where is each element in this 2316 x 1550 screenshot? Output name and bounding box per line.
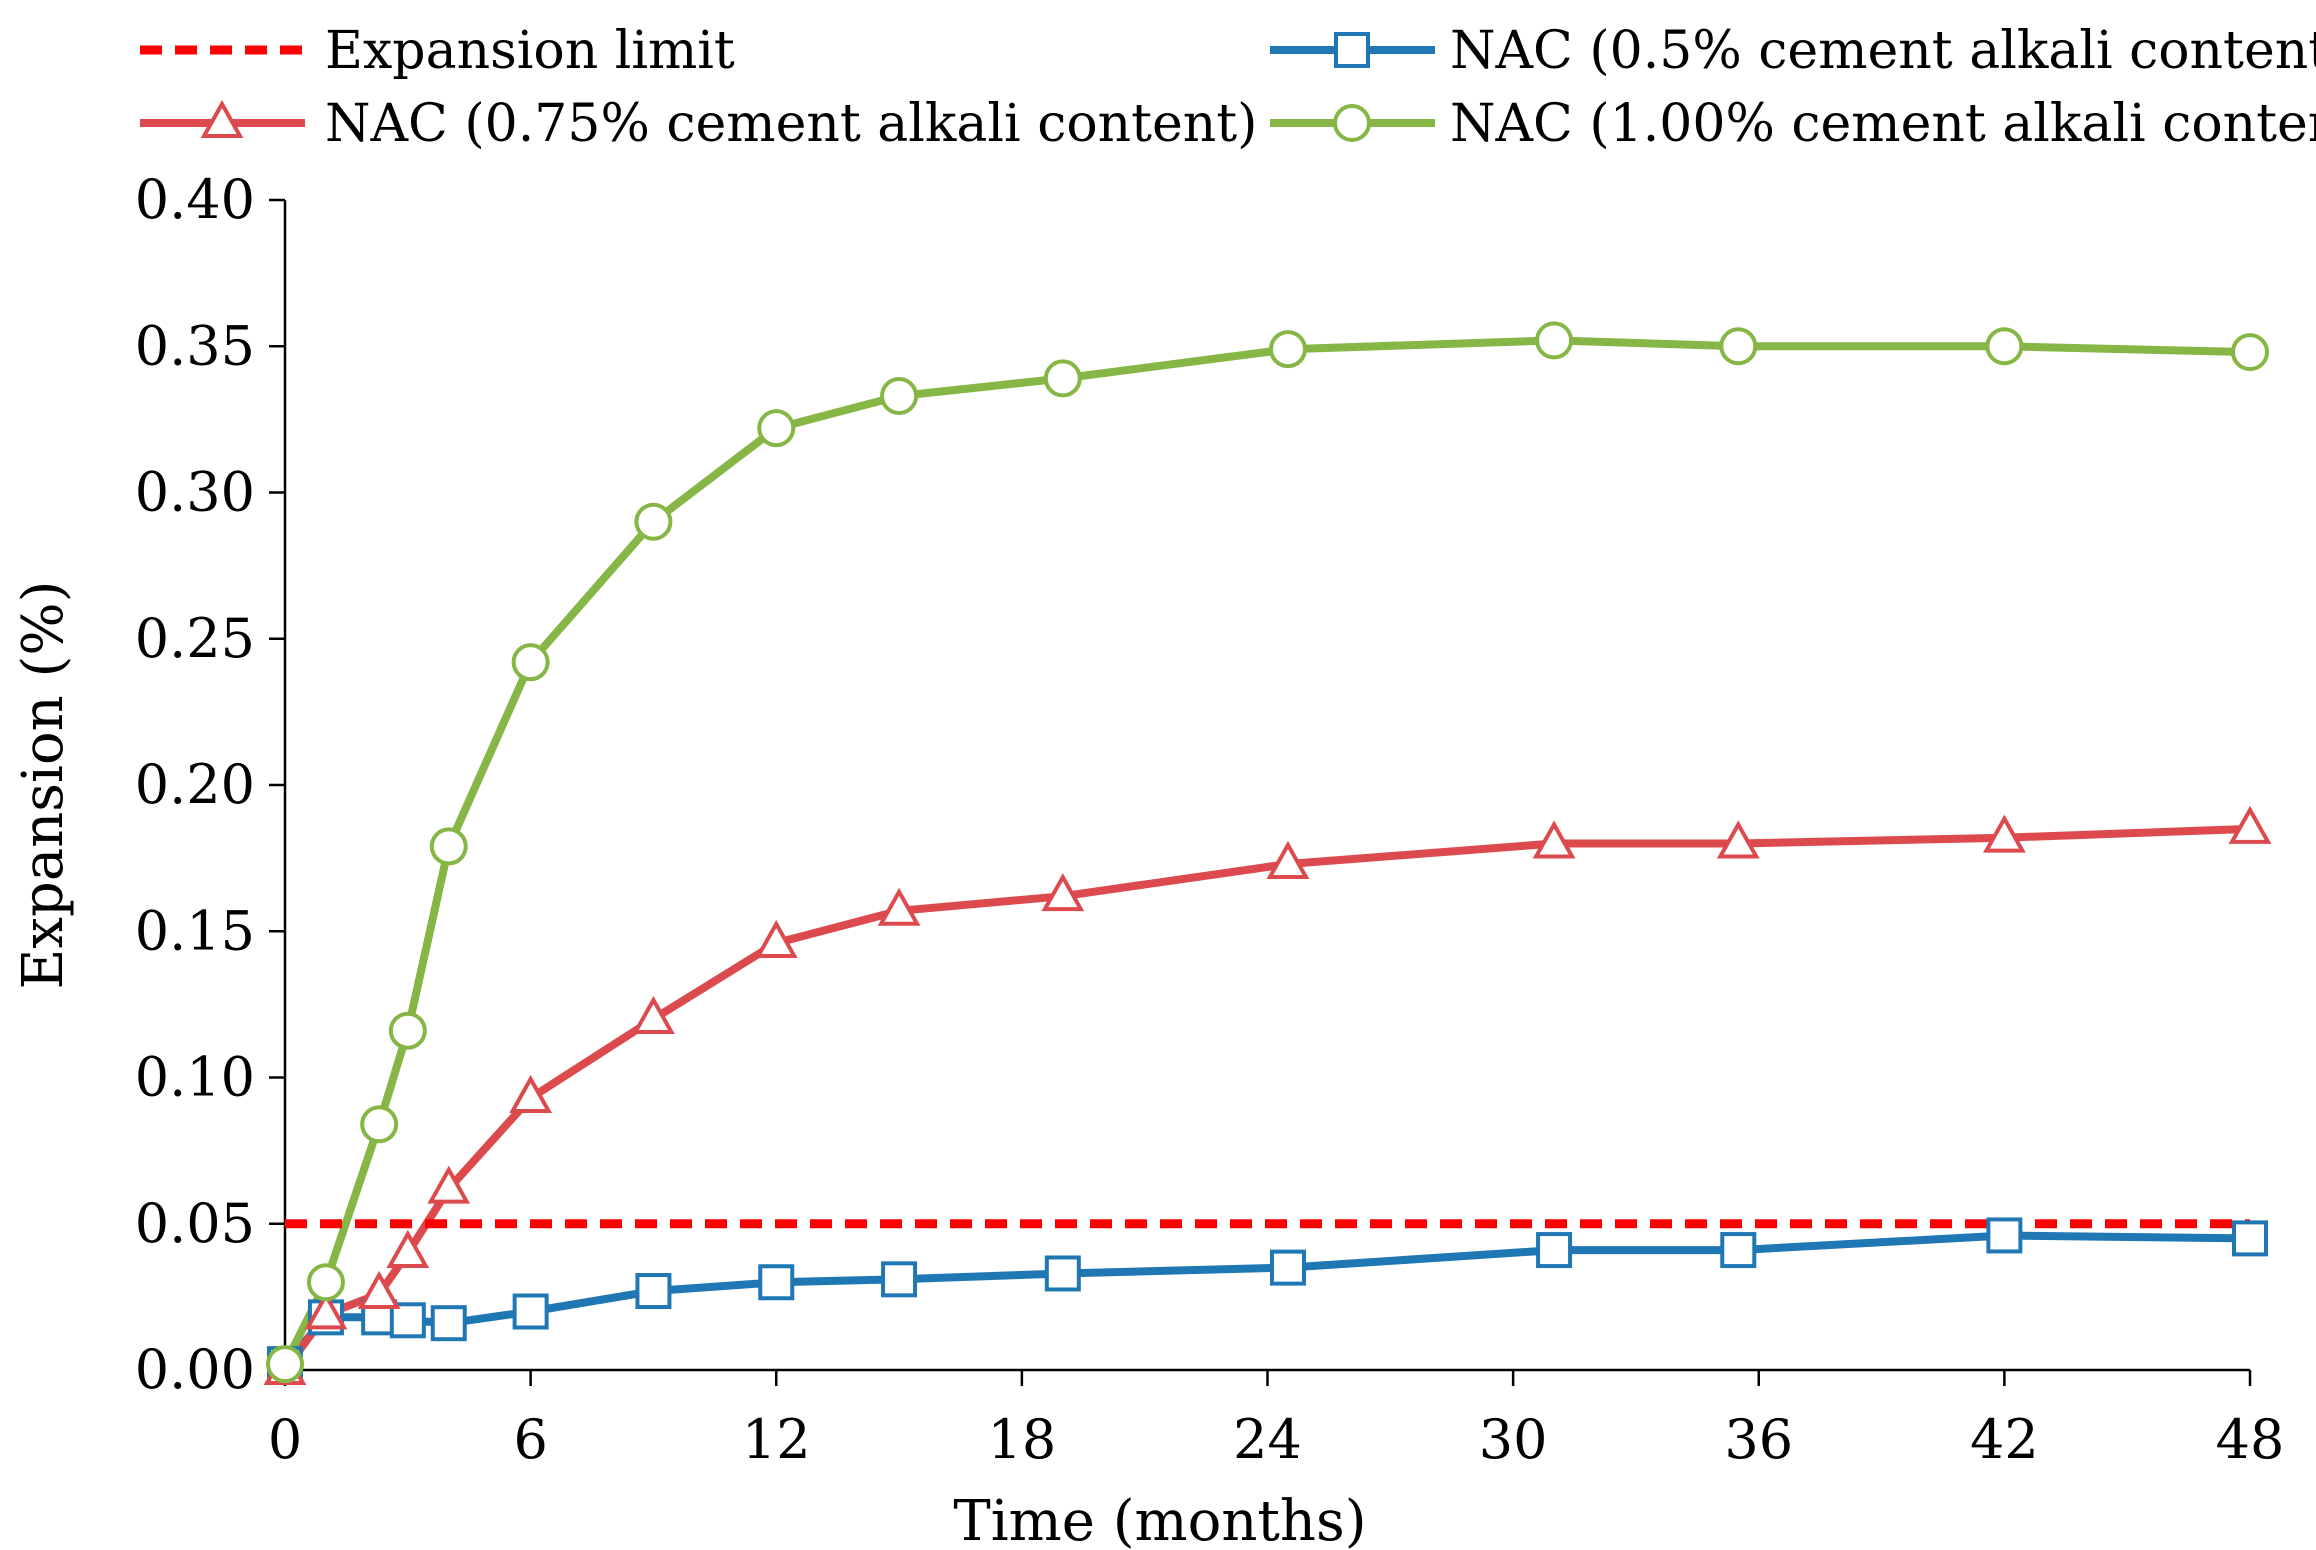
data-point-triangle [1532,820,1576,859]
data-point-triangle [1041,873,1085,912]
legend-entry-series-2: NAC (1.00% cement alkali content) [1270,94,2316,154]
legend-label-series-2: NAC (1.00% cement alkali content) [1450,94,2316,154]
x-axis-label: Time (months) [953,1489,1366,1550]
data-point-circle [880,376,919,415]
data-point-triangle [509,1074,553,1113]
data-point-square [635,1273,672,1310]
x-tick-label: 12 [742,1408,811,1471]
data-point-square [512,1293,549,1330]
x-tick-label: 0 [268,1408,302,1471]
data-point-square [1269,1249,1306,1286]
axes: 0.00 0.05 0.10 0.15 0.20 0.25 0.30 0.35 0.40 0 6 1… [11,168,2284,1550]
data-point-circle [2231,333,2269,372]
data-point-circle [360,1105,399,1144]
data-point-square [881,1261,918,1298]
data-point-square [1536,1232,1573,1269]
y-tick-label: 0.15 [135,899,255,962]
data-point-triangle [304,1291,348,1330]
data-point-triangle [2228,805,2272,844]
legend-entry-series-0: NAC (0.5% cement alkali content) [1270,21,2316,81]
series-line-1 [281,824,2254,1374]
data-point-square [430,1305,467,1342]
legend-label-series-1: NAC (0.75% cement alkali content) [325,94,1257,154]
y-tick-label: 0.40 [135,168,255,231]
legend-marker-square [1334,32,1370,68]
y-tick-label: 0.30 [135,461,255,524]
data-point-triangle [1982,814,2026,853]
data-point-circle [429,827,468,866]
legend: Expansion limit NAC (0.5% cement alkali … [140,21,2316,154]
y-ticks: 0.00 0.05 0.10 0.15 0.20 0.25 0.30 0.35 0.40 [135,168,285,1401]
data-point-circle [757,409,796,448]
data-point-triangle [386,1229,430,1268]
data-point-circle [634,502,673,541]
legend-marker-triangle [200,99,244,138]
data-point-circle [1043,359,1082,398]
data-point-circle [1268,330,1307,369]
data-point-triangle [1716,820,1760,859]
x-tick-label: 42 [1970,1408,2039,1471]
x-tick-label: 24 [1233,1408,1302,1471]
data-point-square [1986,1217,2023,1254]
x-tick-label: 6 [513,1408,547,1471]
data-point-square [389,1302,426,1339]
x-ticks: 0 6 12 18 24 30 36 42 48 [268,1370,2285,1471]
y-tick-label: 0.10 [135,1046,255,1109]
data-point-circle [1535,321,1574,360]
legend-label-series-0: NAC (0.5% cement alkali content) [1450,21,2316,81]
series-line-0 [281,1231,2254,1369]
x-tick-label: 30 [1479,1408,1548,1471]
data-point-circle [511,643,550,682]
legend-label-expansion-limit: Expansion limit [325,21,735,81]
data-point-square [1044,1255,1081,1292]
data-point-triangle [632,995,675,1034]
data-point-square [1720,1232,1757,1269]
data-point-triangle [754,919,798,958]
data-point-circle [1719,327,1758,366]
data-point-triangle [357,1270,401,1309]
y-tick-label: 0.00 [135,1338,255,1401]
y-tick-label: 0.05 [135,1192,255,1255]
data-point-triangle [1266,840,1310,879]
data-point-circle [388,1011,427,1050]
data-point-circle [266,1345,304,1384]
data-point-square [2232,1220,2268,1257]
y-axis-label: Expansion (%) [11,581,76,990]
x-tick-label: 18 [988,1408,1057,1471]
data-point-triangle [877,887,921,926]
plot-area [263,321,2272,1385]
legend-entry-series-1: NAC (0.75% cement alkali content) [140,94,1257,154]
data-point-circle [1985,327,2024,366]
legend-marker-circle [1333,104,1371,142]
data-point-circle [306,1263,345,1302]
x-tick-label: 48 [2216,1408,2285,1471]
series-line-2 [281,336,2254,1369]
y-tick-label: 0.25 [135,607,255,670]
y-tick-label: 0.35 [135,314,255,377]
data-point-triangle [427,1165,471,1204]
y-tick-label: 0.20 [135,753,255,816]
x-tick-label: 36 [1724,1408,1793,1471]
data-point-square [758,1264,795,1301]
legend-entry-expansion-limit: Expansion limit [140,21,735,81]
